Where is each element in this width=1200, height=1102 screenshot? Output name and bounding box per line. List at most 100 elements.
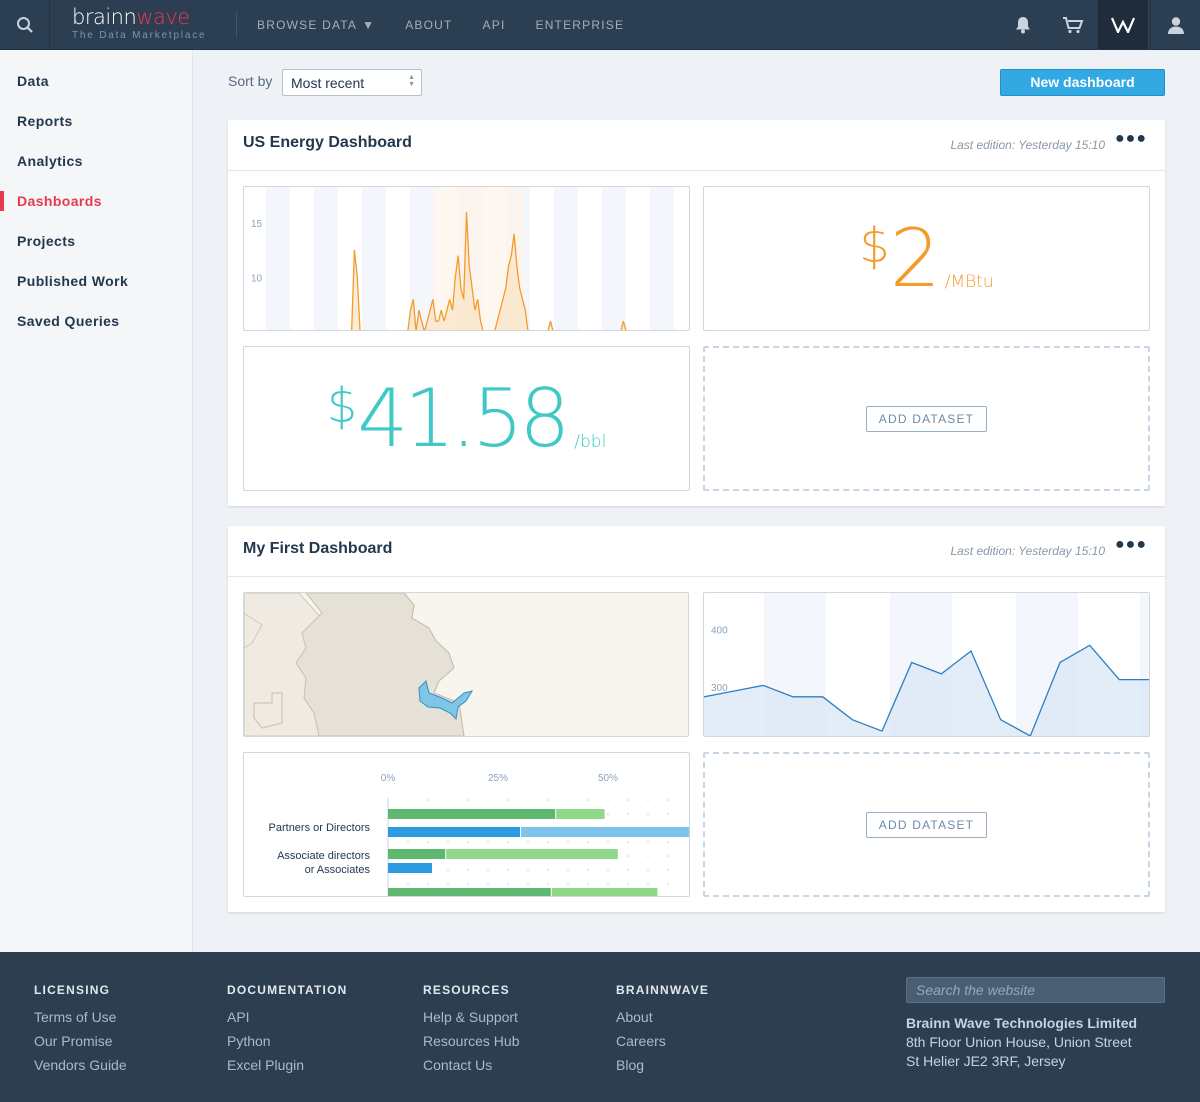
footer-col-licensing: LICENSING Terms of Use Our Promise Vendo… [34,983,127,1077]
dashboard-title[interactable]: My First Dashboard [243,540,393,557]
series-line [704,644,1149,736]
last-edition: Last edition: Yesterday 15:10 [950,138,1105,152]
grid-dot [447,883,449,885]
footer-heading: RESOURCES [423,983,510,997]
bar-blue [388,827,520,837]
grid-dot [667,813,669,815]
dashboard-panel-us-energy: US Energy Dashboard Last edition: Yester… [228,120,1165,506]
more-options-icon[interactable]: ●●● [1115,130,1147,147]
grid-dot [407,883,409,885]
footer-link[interactable]: Terms of Use [34,1009,117,1025]
gas-kpi: $ 2 /MBtu [704,212,1149,305]
sidebar-item-saved-queries[interactable]: Saved Queries [17,313,120,329]
kpi-currency: $ [859,218,890,274]
dashboard-title[interactable]: US Energy Dashboard [243,134,412,151]
sidebar-item-data[interactable]: Data [17,73,49,89]
grid-dot [527,869,529,871]
sidebar-item-published-work[interactable]: Published Work [17,273,129,289]
y-tick-label: 300 [711,683,728,694]
stripe [602,187,626,330]
map-tile[interactable] [243,592,689,737]
footer-link[interactable]: Contact Us [423,1057,493,1073]
grid-dot [587,883,589,885]
grid-dot [487,869,489,871]
new-dashboard-button[interactable]: New dashboard [1000,69,1165,96]
gas-line [351,211,627,330]
caret-down-icon: ▼ [362,17,376,32]
footer-link[interactable]: Careers [616,1033,666,1049]
grid-dot [607,869,609,871]
gas-price-chart-tile[interactable]: 15 10 [243,186,690,331]
footer-link[interactable]: About [616,1009,653,1025]
sidebar-item-reports[interactable]: Reports [17,113,73,129]
sort-select[interactable]: Most recent ▲ ▼ [282,69,422,96]
grid-dot [407,841,409,843]
grid-dot [607,813,609,815]
bell-icon[interactable] [998,0,1048,49]
top-bar: brainnwave The Data Marketplace BROWSE D… [0,0,1200,50]
add-dataset-button[interactable]: ADD DATASET [865,405,988,432]
grid-dot [627,799,629,801]
footer-search-input[interactable]: Search the website [906,977,1165,1003]
gas-kpi-tile[interactable]: $ 2 /MBtu [703,186,1150,331]
bar-chart-tile[interactable]: 0% 25% 50% Partners or Directors Associate d… [243,752,690,897]
user-icon[interactable] [1150,0,1200,49]
bar-green [388,809,556,819]
grid-dot [447,869,449,871]
stripe [266,187,290,330]
address-line: 8th Floor Union House, Union Street [906,1034,1132,1050]
grid-dot [507,883,509,885]
more-options-icon[interactable]: ●●● [1115,536,1147,553]
footer: LICENSING Terms of Use Our Promise Vendo… [0,952,1200,1102]
bar-light-green [551,888,658,896]
footer-link[interactable]: Python [227,1033,271,1049]
footer-link[interactable]: API [227,1009,250,1025]
sidebar-item-dashboards[interactable]: Dashboards [0,181,192,221]
sidebar-item-analytics[interactable]: Analytics [17,153,83,169]
footer-link[interactable]: Blog [616,1057,645,1073]
kpi-value: 2 [889,212,941,305]
footer-link[interactable]: Our Promise [34,1033,113,1049]
footer-col-resources: RESOURCES Help & Support Resources Hub C… [423,983,520,1077]
footer-heading: BRAINNWAVE [616,983,710,997]
grid-dot [427,841,429,843]
footer-link[interactable]: Vendors Guide [34,1057,127,1073]
nav-browse-data[interactable]: BROWSE DATA ▼ [257,17,376,32]
brand-mark-icon[interactable] [1098,0,1148,49]
add-dataset-tile: ADD DATASET [703,752,1150,897]
nav-enterprise[interactable]: ENTERPRISE [535,17,625,32]
sort-value: Most recent [291,75,365,91]
nav-api[interactable]: API [482,17,506,32]
grid-dot [587,799,589,801]
line-chart: 400 300 [704,593,1149,736]
grid-dot [647,799,649,801]
grid-dot [647,813,649,815]
y-tick-label: 15 [251,219,263,230]
grid-dot [467,883,469,885]
bar-chart: 0% 25% 50% Partners or Directors Associate d… [269,773,689,896]
oil-kpi-tile[interactable]: $ 41.58 /bbl [243,346,690,491]
sidebar-item-projects[interactable]: Projects [17,233,76,249]
stripe [554,187,578,330]
footer-link[interactable]: Resources Hub [423,1033,520,1049]
footer-link[interactable]: Excel Plugin [227,1057,305,1073]
nav-about[interactable]: ABOUT [405,17,453,32]
footer-link[interactable]: Help & Support [423,1009,518,1025]
grid-dot [627,869,629,871]
bar-green [388,888,551,896]
grid-dot [627,855,629,857]
grid-dot [667,841,669,843]
sort-label: Sort by [228,73,273,89]
cart-icon[interactable] [1048,0,1098,49]
stripe [362,187,386,330]
add-dataset-button[interactable]: ADD DATASET [865,811,988,838]
grid-dot [487,799,489,801]
search-icon[interactable] [0,0,50,49]
footer-col-documentation: DOCUMENTATION API Python Excel Plugin [227,983,347,1077]
brand-logo[interactable]: brainnwave The Data Marketplace [72,5,207,41]
grid-dot [467,799,469,801]
grid-dot [507,841,509,843]
y-tick-label: 400 [711,626,728,637]
grid-dot [627,841,629,843]
line-chart-tile[interactable]: 400 300 [703,592,1150,737]
